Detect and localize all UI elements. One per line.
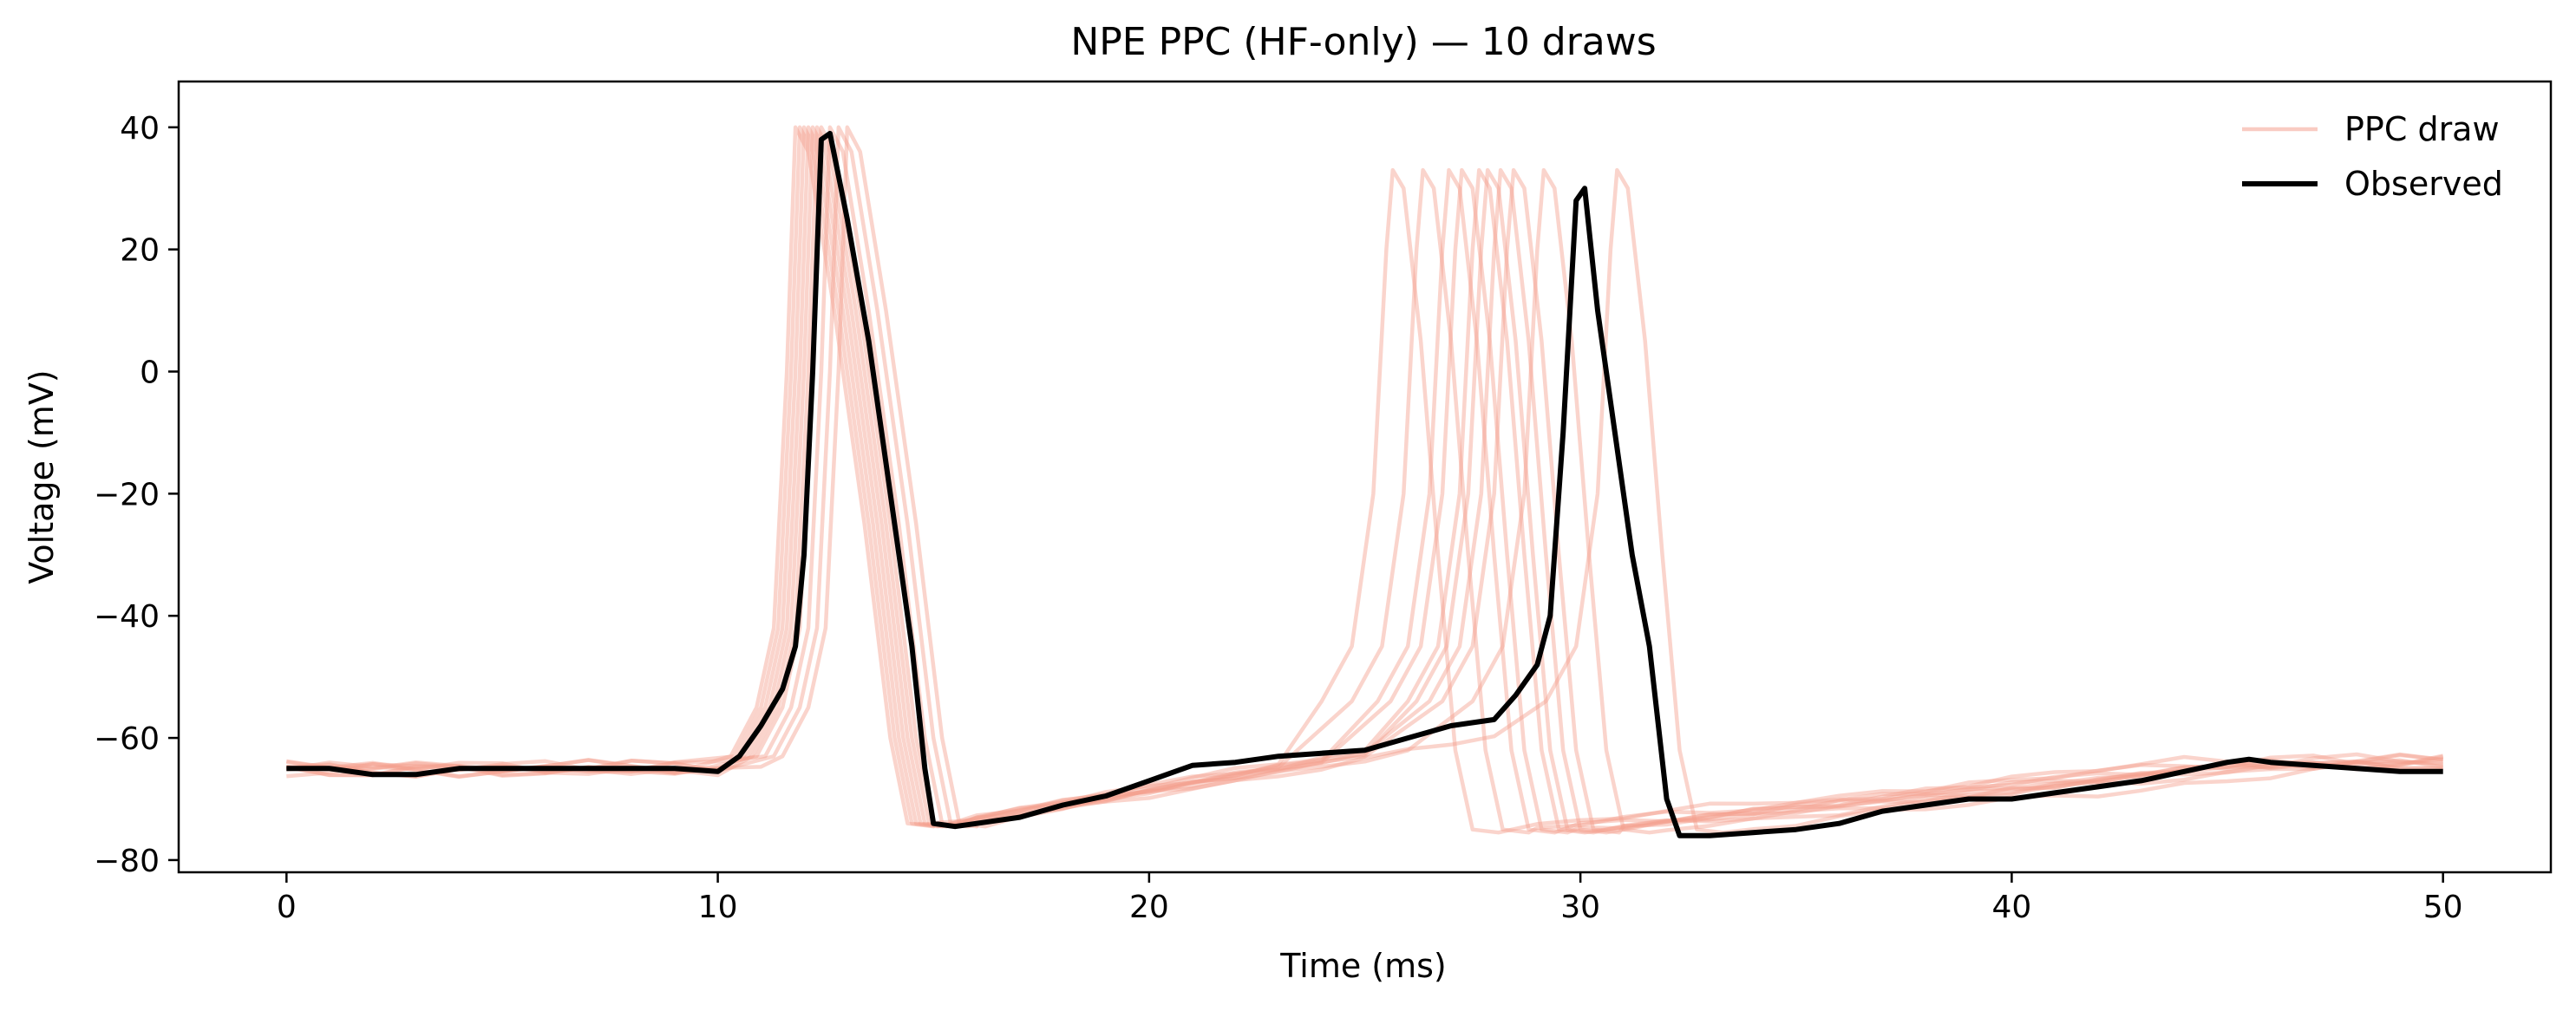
y-axis-label: Voltage (mV): [23, 369, 61, 584]
chart-title: NPE PPC (HF-only) — 10 draws: [1070, 20, 1656, 64]
legend-observed-label: Observed: [2344, 165, 2503, 203]
x-axis: 0 10 20 30 40 50: [277, 872, 2463, 925]
ppc-draw-line-1: [285, 125, 2443, 835]
y-tick-label: 0: [140, 355, 160, 391]
y-tick-label: −80: [94, 844, 160, 879]
y-tick-label: 20: [120, 233, 160, 269]
ppc-draw-line-2: [286, 125, 2444, 835]
x-tick-label: 20: [1129, 890, 1169, 925]
legend-ppc-label: PPC draw: [2344, 110, 2500, 148]
x-tick-label: 40: [1992, 890, 2032, 925]
observed-line: [286, 130, 2443, 838]
y-axis: −80 −60 −40 −20 0 20 40: [94, 111, 179, 879]
x-tick-label: 50: [2423, 890, 2463, 925]
x-tick-label: 0: [277, 890, 297, 925]
ppc-draw-line-6: [285, 125, 2444, 835]
x-axis-label: Time (ms): [1279, 947, 1447, 985]
x-tick-label: 10: [698, 890, 738, 925]
plot-series: [285, 125, 2444, 838]
x-tick-label: 30: [1560, 890, 1600, 925]
ppc-draw-line-9: [286, 125, 2443, 835]
y-tick-label: −20: [94, 477, 160, 512]
legend: PPC draw Observed: [2242, 110, 2503, 203]
y-tick-label: 40: [120, 111, 160, 147]
y-tick-label: −40: [94, 599, 160, 635]
plot-frame: [177, 80, 2553, 874]
y-tick-label: −60: [94, 721, 160, 757]
